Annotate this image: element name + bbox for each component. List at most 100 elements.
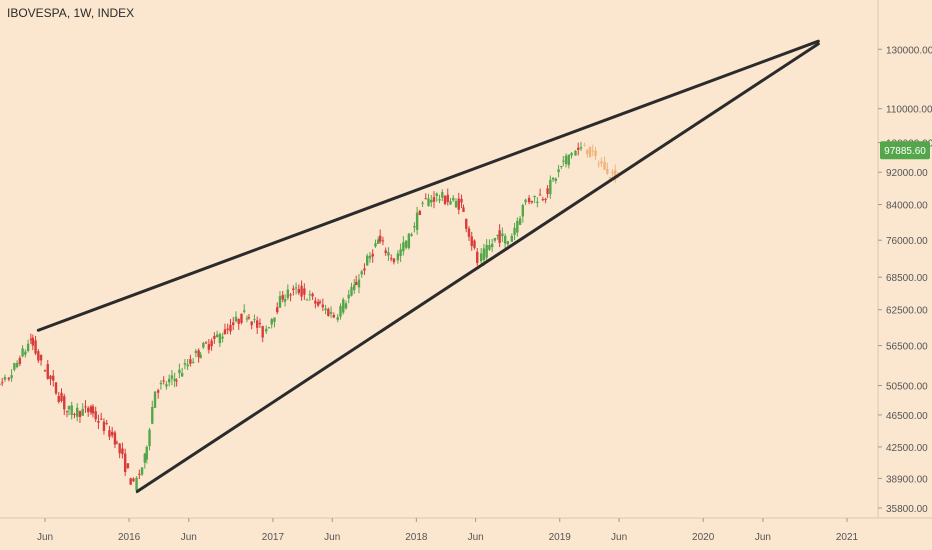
candle-body — [138, 473, 141, 475]
candle — [255, 316, 259, 335]
candle — [430, 195, 433, 207]
candle — [89, 404, 93, 415]
candle-body — [588, 146, 592, 158]
y-tick-label: 68500.00 — [886, 273, 928, 284]
candle-body — [316, 301, 320, 306]
candle-body — [102, 421, 106, 431]
y-tick-label: 38900.00 — [886, 474, 928, 485]
candle-body — [467, 228, 471, 237]
candle-body — [223, 329, 227, 335]
candle-body — [503, 235, 507, 244]
candle-body — [574, 150, 577, 156]
candle-body — [560, 166, 563, 168]
candle-body — [415, 212, 419, 230]
candle-body — [286, 289, 290, 299]
candle-body — [597, 163, 600, 165]
candle — [462, 204, 465, 212]
candle — [600, 157, 603, 167]
candle — [26, 339, 30, 353]
candle-body — [327, 308, 330, 316]
candle-body — [432, 197, 436, 202]
candle-body — [105, 423, 108, 425]
candle-body — [108, 430, 111, 437]
candle-body — [498, 230, 501, 243]
candle — [562, 156, 565, 167]
candle — [479, 248, 483, 264]
candle-body — [76, 407, 79, 417]
candle-body — [87, 407, 90, 413]
candle — [567, 154, 570, 169]
candle — [194, 348, 198, 358]
candle — [435, 192, 438, 202]
candle — [151, 400, 154, 425]
candle-body — [126, 463, 130, 469]
candle-body — [213, 335, 216, 339]
candle-body — [353, 284, 356, 291]
candle — [476, 248, 479, 266]
candle-body — [250, 321, 253, 326]
candle — [63, 393, 66, 416]
candle — [527, 195, 531, 205]
candle — [46, 360, 49, 380]
candle-body — [452, 197, 455, 201]
y-tick-label: 130000.00 — [886, 45, 932, 56]
candle-body — [443, 196, 447, 205]
candle — [314, 297, 317, 309]
candle-body — [430, 199, 433, 203]
candle — [516, 217, 519, 237]
candle-body — [278, 296, 282, 308]
candle — [368, 251, 372, 263]
candle — [218, 332, 222, 347]
candle — [60, 388, 63, 403]
candle — [123, 448, 127, 476]
candle — [404, 240, 408, 250]
candle-body — [524, 199, 527, 203]
candle — [588, 146, 592, 158]
candle — [432, 191, 436, 209]
candle-body — [99, 418, 103, 420]
candle-body — [600, 161, 603, 164]
candle-body — [65, 410, 69, 412]
candle-body — [283, 298, 287, 302]
candle-body — [321, 304, 325, 308]
candle — [503, 233, 507, 248]
candle — [43, 369, 47, 372]
candle-body — [339, 305, 342, 317]
candle — [52, 370, 55, 387]
candle — [355, 275, 358, 286]
candle-body — [613, 170, 617, 180]
candle-body — [533, 195, 536, 198]
candle-body — [473, 240, 476, 248]
candle-body — [399, 249, 402, 256]
x-tick-label: 2021 — [836, 532, 859, 543]
candle-body — [151, 406, 154, 424]
candle-body — [73, 414, 76, 416]
candle — [594, 147, 597, 161]
candle — [237, 318, 240, 330]
candle-body — [518, 218, 522, 225]
candle — [140, 467, 144, 476]
candle — [521, 203, 525, 223]
candle — [143, 452, 147, 469]
candle — [449, 197, 452, 205]
candle — [353, 279, 356, 294]
candle — [281, 290, 284, 303]
candle — [67, 405, 71, 416]
candle-body — [63, 396, 66, 410]
candle-body — [167, 378, 171, 383]
candle-body — [294, 287, 298, 289]
candle-body — [567, 154, 570, 166]
candle-body — [557, 169, 560, 173]
candle — [467, 226, 471, 241]
candle-body — [118, 443, 121, 454]
candle-body — [446, 194, 449, 202]
candle — [318, 299, 322, 305]
candle-body — [81, 408, 84, 416]
candle — [586, 149, 589, 158]
candle — [347, 289, 350, 304]
candle-body — [43, 370, 47, 372]
candle — [99, 412, 103, 421]
candle-body — [186, 364, 189, 367]
candle-body — [21, 348, 24, 357]
